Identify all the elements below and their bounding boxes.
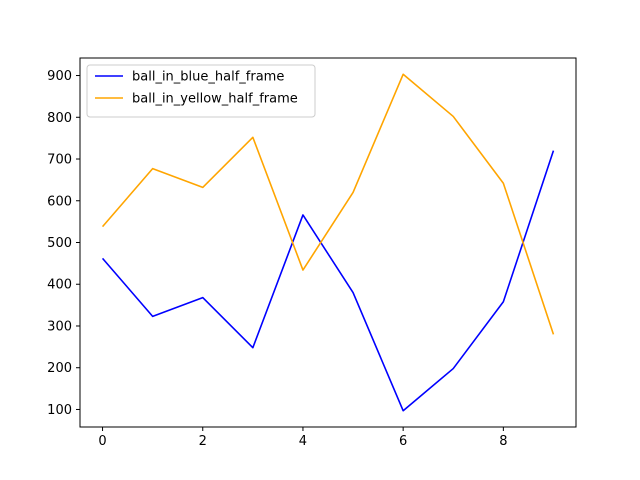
legend-label-0: ball_in_blue_half_frame [132, 70, 284, 85]
x-tick-label: 2 [199, 434, 207, 449]
x-tick-label: 8 [499, 434, 507, 449]
legend-box [86, 64, 316, 118]
y-tick-label: 600 [47, 194, 72, 209]
series-line-0 [101, 150, 555, 412]
y-tick-label: 400 [47, 278, 72, 293]
x-tick-label: 6 [399, 434, 407, 449]
x-tick-label: 0 [98, 434, 106, 449]
legend: ball_in_blue_half_frame ball_in_yellow_ha… [86, 64, 316, 118]
y-tick-label: 900 [47, 69, 72, 84]
x-tick-label: 4 [299, 434, 307, 449]
x-axis: 0 2 4 6 8 [98, 427, 507, 449]
y-tick-label: 800 [47, 111, 72, 126]
series-line-1 [101, 73, 555, 335]
y-tick-label: 200 [47, 361, 72, 376]
y-axis: 100 200 300 400 500 600 700 800 900 [47, 69, 80, 418]
y-tick-label: 100 [47, 403, 72, 418]
legend-label-1: ball_in_yellow_half_frame [132, 92, 298, 107]
y-tick-label: 300 [47, 319, 72, 334]
series-layer [101, 73, 555, 412]
y-tick-label: 500 [47, 236, 72, 251]
y-tick-label: 700 [47, 153, 72, 168]
